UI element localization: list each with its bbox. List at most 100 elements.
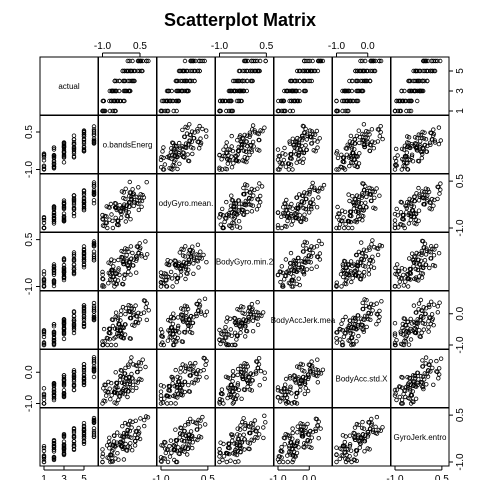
tick-label: 3 bbox=[455, 88, 466, 94]
data-point bbox=[71, 141, 77, 147]
data-point bbox=[304, 267, 310, 272]
data-point bbox=[335, 155, 341, 161]
data-point bbox=[100, 272, 105, 277]
data-point bbox=[200, 414, 205, 420]
data-point bbox=[176, 140, 182, 146]
data-point bbox=[283, 399, 288, 404]
data-point bbox=[352, 322, 358, 327]
data-point bbox=[288, 376, 293, 381]
data-point bbox=[183, 124, 188, 130]
data-point bbox=[179, 339, 185, 344]
data-point bbox=[133, 418, 138, 423]
data-point bbox=[71, 384, 77, 389]
data-point bbox=[290, 459, 295, 465]
data-point bbox=[293, 258, 298, 264]
data-point bbox=[242, 78, 247, 84]
data-point bbox=[412, 78, 418, 84]
data-point bbox=[316, 419, 321, 424]
data-point bbox=[366, 432, 371, 437]
data-point bbox=[282, 201, 287, 206]
data-point bbox=[380, 425, 385, 430]
data-point bbox=[103, 388, 108, 394]
data-point bbox=[223, 341, 229, 346]
data-point bbox=[175, 78, 180, 84]
data-point bbox=[416, 257, 421, 263]
data-point bbox=[143, 414, 149, 419]
tick-label: -1.0 bbox=[94, 41, 112, 52]
data-point bbox=[257, 137, 262, 143]
data-point bbox=[137, 317, 143, 322]
data-point bbox=[232, 459, 238, 465]
data-point bbox=[348, 271, 354, 276]
data-point bbox=[176, 451, 181, 456]
data-point bbox=[51, 207, 57, 212]
data-point bbox=[437, 372, 442, 377]
data-point bbox=[243, 373, 248, 378]
data-point bbox=[133, 254, 139, 259]
data-point bbox=[432, 68, 438, 74]
panel-4-3 bbox=[215, 290, 274, 350]
tick-label: 0.5 bbox=[455, 408, 466, 422]
data-point bbox=[182, 134, 187, 140]
data-point bbox=[81, 191, 87, 196]
data-point bbox=[358, 441, 363, 446]
data-point bbox=[254, 207, 260, 212]
data-point bbox=[117, 328, 123, 333]
data-point bbox=[123, 186, 128, 191]
data-point bbox=[220, 98, 226, 104]
data-point bbox=[302, 58, 307, 64]
data-point bbox=[427, 206, 432, 211]
data-point bbox=[255, 131, 260, 136]
data-point bbox=[344, 281, 349, 287]
data-point bbox=[283, 257, 289, 262]
data-point bbox=[226, 98, 231, 104]
data-point bbox=[346, 338, 351, 343]
data-point bbox=[250, 427, 255, 432]
data-point bbox=[283, 376, 289, 382]
data-point bbox=[403, 279, 408, 284]
data-point bbox=[41, 342, 47, 348]
data-point bbox=[123, 246, 128, 251]
data-point bbox=[236, 204, 242, 210]
data-point bbox=[296, 152, 302, 158]
data-point bbox=[353, 209, 359, 214]
data-point bbox=[51, 164, 57, 169]
data-point bbox=[403, 335, 408, 340]
data-point bbox=[164, 88, 170, 94]
data-point bbox=[130, 193, 135, 198]
data-point bbox=[71, 368, 77, 373]
data-point bbox=[315, 357, 320, 362]
data-point bbox=[71, 310, 77, 315]
data-point bbox=[316, 58, 321, 64]
data-point bbox=[131, 312, 136, 318]
data-point bbox=[241, 376, 246, 382]
data-point bbox=[416, 132, 421, 137]
data-point bbox=[235, 436, 241, 442]
data-point bbox=[256, 203, 262, 208]
data-point bbox=[289, 401, 295, 406]
data-point bbox=[423, 252, 429, 257]
data-point bbox=[186, 421, 191, 427]
data-point bbox=[362, 269, 367, 275]
data-point bbox=[228, 108, 234, 114]
data-point bbox=[237, 134, 242, 140]
data-point bbox=[276, 108, 281, 114]
data-point bbox=[174, 329, 179, 334]
data-point bbox=[203, 128, 209, 133]
data-point bbox=[197, 304, 202, 309]
tick-label: -1.0 bbox=[455, 453, 466, 471]
data-point bbox=[195, 242, 201, 247]
data-point bbox=[377, 193, 382, 198]
data-point bbox=[61, 267, 67, 272]
data-point bbox=[281, 204, 286, 210]
data-point bbox=[108, 397, 113, 402]
data-point bbox=[281, 157, 287, 163]
data-point bbox=[202, 58, 207, 64]
data-point bbox=[356, 198, 361, 203]
data-point bbox=[288, 261, 293, 266]
data-point bbox=[184, 78, 190, 84]
data-point bbox=[367, 426, 373, 431]
data-point bbox=[41, 269, 47, 274]
data-point bbox=[112, 400, 117, 405]
